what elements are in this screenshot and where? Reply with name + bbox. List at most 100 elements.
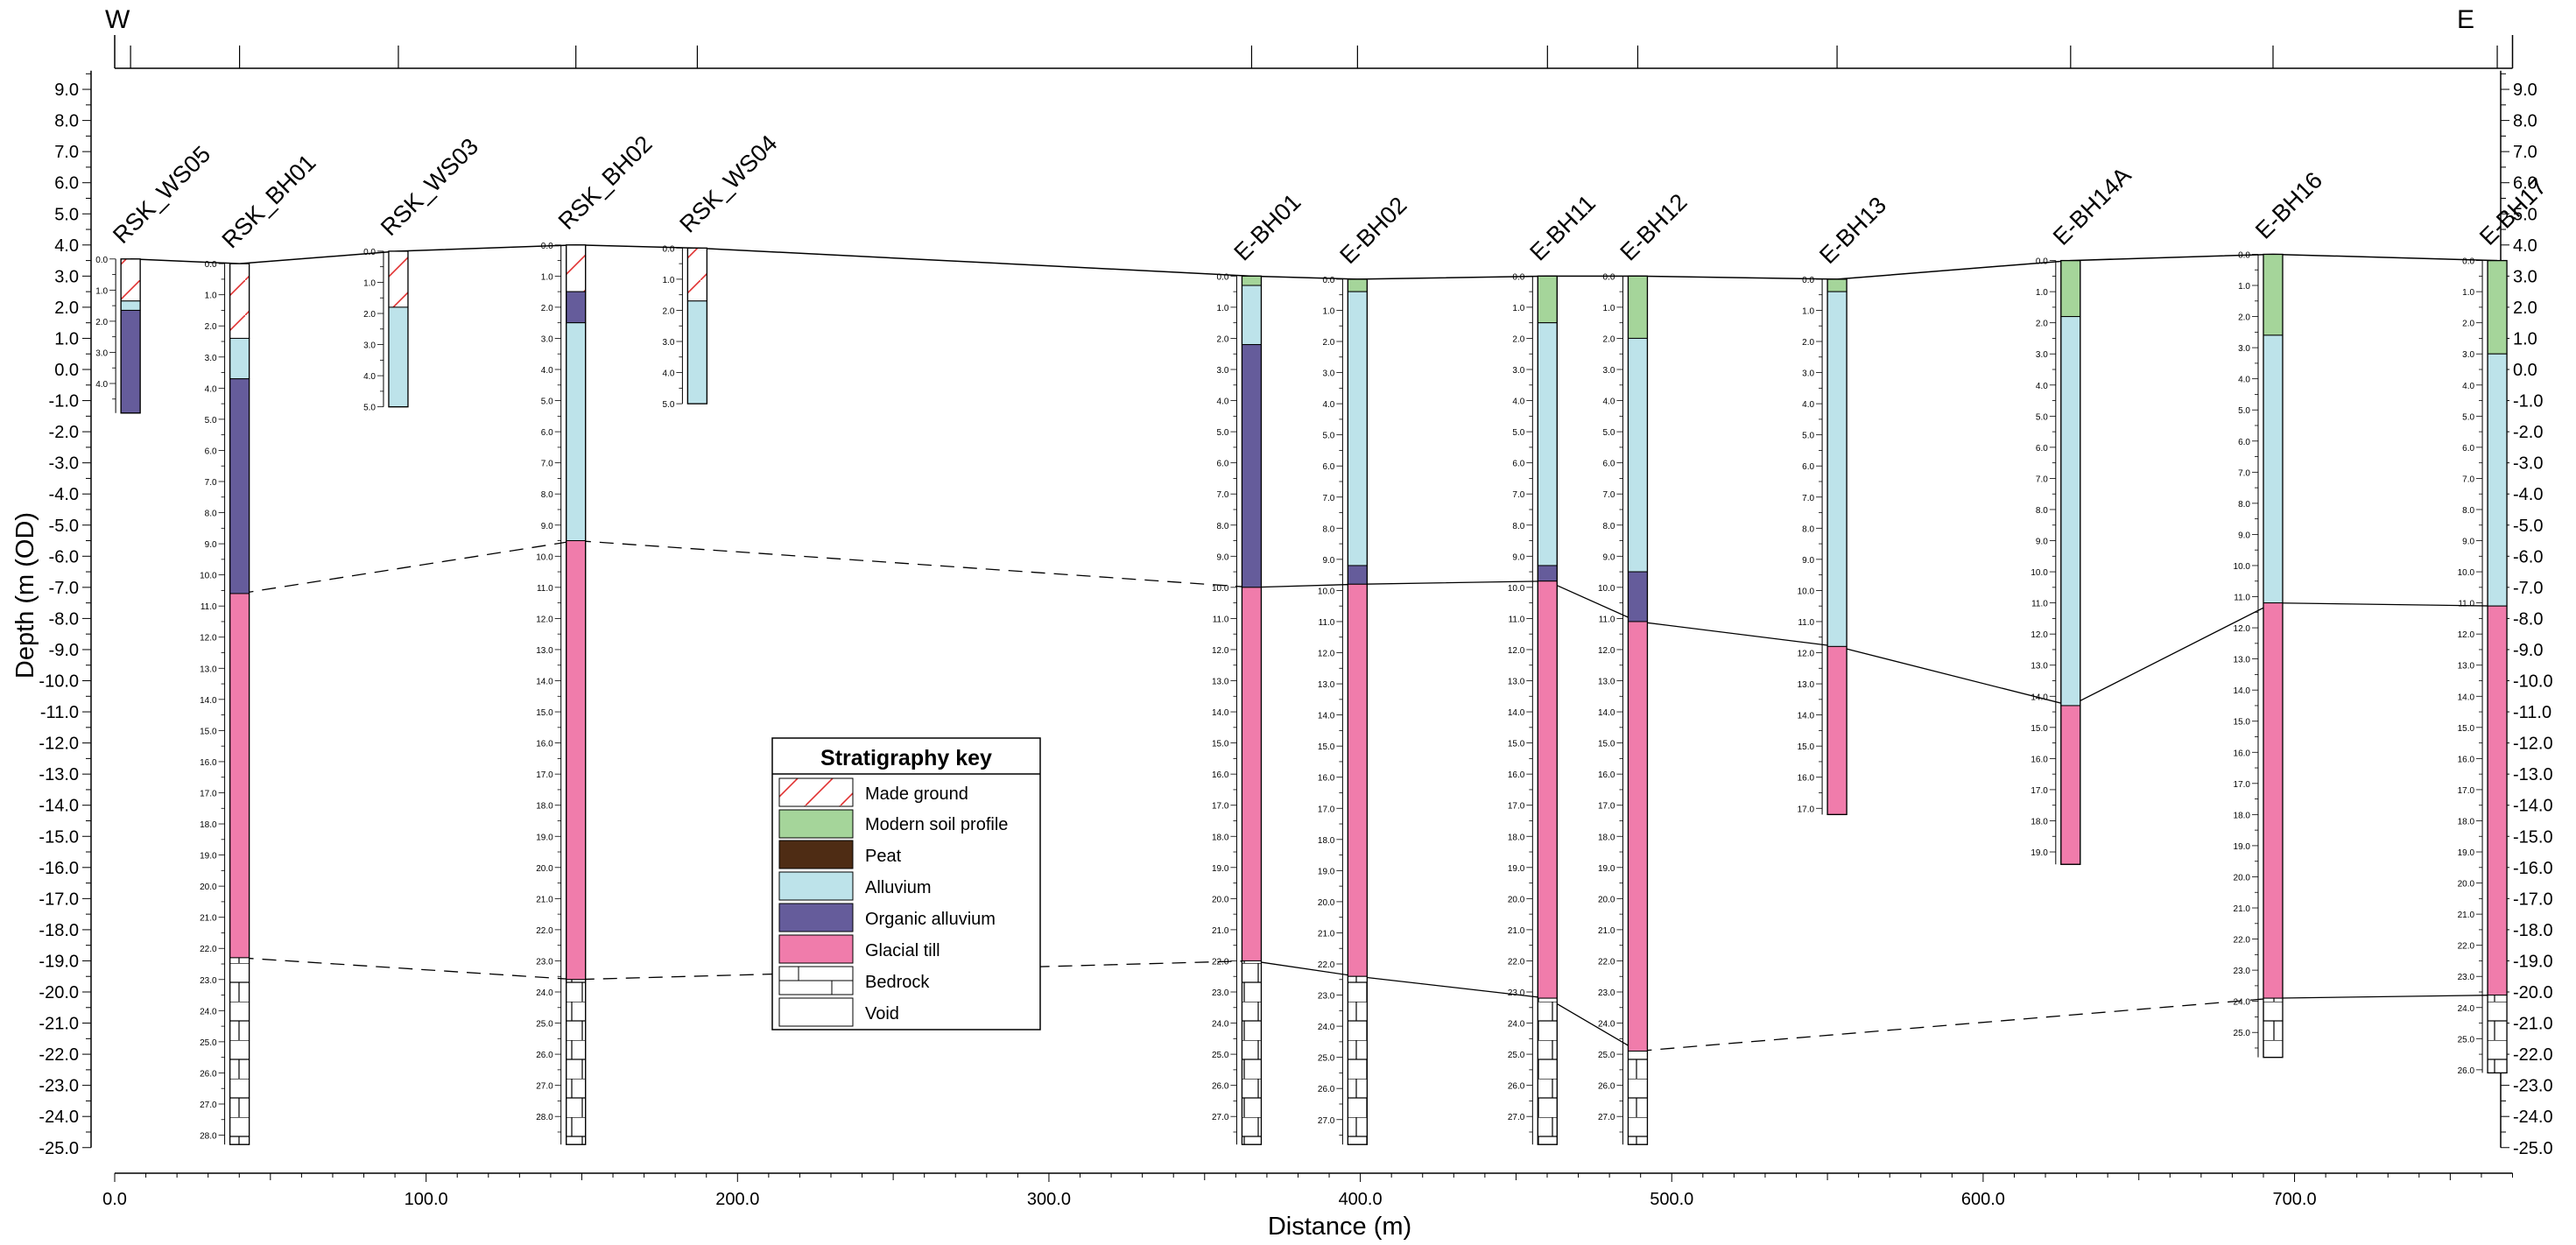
depth-scale-label: 18.0: [536, 802, 553, 812]
layer-glacial-till: [2263, 602, 2284, 999]
legend-label-peat: Peat: [865, 847, 902, 866]
borehole-e-bh01: 0.0 1.0 2.0 3.0 4.0 5.0 6.0 7.0 8.0 9.0 10.0 11.0 12…: [1212, 189, 1306, 1145]
depth-scale-label: 13.0: [1598, 678, 1615, 687]
depth-scale-label: 0.0: [2238, 250, 2250, 260]
depth-scale-label: 15.0: [1508, 740, 1525, 749]
depth-scale-label: 22.0: [1508, 957, 1525, 967]
left-axis-tick-label: 2.0: [54, 299, 79, 318]
depth-scale-label: 16.0: [1598, 770, 1615, 780]
layer-bedrock: [566, 979, 587, 1145]
depth-scale-label: 13.0: [200, 665, 217, 674]
depth-scale-label: 1.0: [541, 272, 553, 282]
legend-swatch-peat: [778, 840, 854, 869]
depth-scale-label: 4.0: [2238, 376, 2250, 385]
west-label: W: [105, 5, 130, 34]
depth-scale-label: 22.0: [1598, 957, 1615, 967]
left-axis-tick-label: -17.0: [39, 890, 79, 909]
depth-scale-label: 12.0: [2031, 630, 2048, 640]
depth-scale-label: 9.0: [1217, 552, 1229, 562]
layer-glacial-till: [1241, 587, 1262, 961]
depth-scale-label: 21.0: [1598, 926, 1615, 936]
depth-scale-label: 3.0: [95, 348, 108, 358]
depth-scale-label: 18.0: [1508, 833, 1525, 842]
depth-scale-label: 11.0: [1319, 618, 1335, 628]
depth-scale-label: 24.0: [1318, 1023, 1335, 1032]
depth-scale-label: 8.0: [541, 490, 553, 500]
depth-scale-label: 10.0: [2458, 568, 2475, 578]
depth-scale-label: 22.0: [2458, 942, 2475, 952]
right-axis-tick-label: -24.0: [2513, 1108, 2553, 1127]
depth-scale-label: 0.0: [1802, 276, 1814, 285]
depth-scale-label: 15.0: [2234, 718, 2251, 728]
depth-scale-label: 20.0: [1318, 898, 1335, 908]
layer-modern-soil: [1537, 275, 1558, 324]
layer-alluvium: [388, 306, 409, 408]
depth-scale-label: 5.0: [1802, 432, 1814, 441]
depth-scale-label: 5.0: [205, 416, 217, 426]
layer-bedrock: [229, 957, 250, 1145]
depth-scale-label: 17.0: [1508, 802, 1525, 812]
layer-alluvium: [2263, 334, 2284, 604]
layer-organic-alluvium: [1627, 571, 1648, 622]
right-axis-tick-label: 0.0: [2513, 361, 2537, 380]
depth-scale-label: 19.0: [536, 833, 553, 842]
key-title: Stratigraphy key: [820, 746, 992, 770]
borehole-label: E-BH16: [2250, 167, 2327, 244]
depth-scale-label: 18.0: [200, 820, 217, 830]
borehole-outline: [2263, 253, 2284, 1059]
depth-scale-label: 14.0: [1598, 708, 1615, 718]
legend-swatch-organic-alluvium: [778, 903, 854, 932]
depth-scale-label: 13.0: [2458, 662, 2475, 672]
depth-scale-label: 9.0: [1322, 556, 1334, 566]
right-axis-tick-label: -3.0: [2513, 454, 2543, 474]
right-axis-tick-label: 5.0: [2513, 205, 2537, 224]
depth-scale-label: 10.0: [1508, 584, 1525, 594]
depth-scale-label: 25.0: [1508, 1051, 1525, 1060]
depth-scale-label: 19.0: [1508, 864, 1525, 874]
depth-scale-label: 4.0: [1802, 400, 1814, 410]
depth-scale-label: 7.0: [1802, 494, 1814, 503]
depth-scale-label: 26.0: [1212, 1082, 1229, 1092]
depth-scale-label: 2.0: [2036, 320, 2048, 329]
layer-alluvium: [1347, 291, 1368, 566]
right-axis-tick-label: 2.0: [2513, 299, 2537, 318]
depth-scale-label: 10.0: [200, 572, 217, 581]
left-axis-tick-label: 0.0: [54, 361, 79, 380]
depth-scale-label: 8.0: [1217, 522, 1229, 531]
depth-scale-label: 16.0: [1212, 770, 1229, 780]
depth-scale-label: 1.0: [1512, 304, 1524, 313]
distance-axis-tick-label: 0.0: [102, 1190, 127, 1209]
depth-scale-label: 1.0: [1217, 304, 1229, 313]
depth-scale-label: 14.0: [2234, 686, 2251, 696]
depth-scale-label: 25.0: [200, 1038, 217, 1048]
depth-scale-label: 8.0: [1512, 522, 1524, 531]
layer-alluvium: [1537, 322, 1558, 566]
depth-scale-label: 3.0: [1217, 366, 1229, 376]
borehole-outline: [2060, 259, 2081, 865]
depth-scale-label: 11.0: [1213, 615, 1229, 624]
depth-scale-label: 1.0: [95, 286, 108, 296]
depth-scale-label: 14.0: [2458, 693, 2475, 702]
depth-scale-label: 26.0: [536, 1051, 553, 1060]
distance-axis-tick-label: 600.0: [1961, 1190, 2005, 1209]
left-axis-tick-label: -25.0: [39, 1139, 79, 1158]
depth-scale-label: 11.0: [1798, 618, 1814, 628]
layer-modern-soil: [2263, 253, 2284, 336]
right-axis-tick-label: 7.0: [2513, 143, 2537, 162]
depth-scale-label: 3.0: [363, 341, 376, 351]
layer-made-ground: [388, 250, 409, 308]
right-axis-tick-label: -18.0: [2513, 921, 2553, 940]
depth-scale-label: 4.0: [662, 369, 674, 379]
depth-scale-label: 12.0: [1508, 646, 1525, 656]
depth-scale-label: 24.0: [1212, 1020, 1229, 1030]
borehole-label: E-BH12: [1615, 189, 1692, 266]
depth-scale-label: 16.0: [2031, 755, 2048, 764]
depth-scale-label: 14.0: [1798, 712, 1815, 721]
borehole-e-bh14a: 0.0 1.0 2.0 3.0 4.0 5.0 6.0 7.0 8.0 9.0 10.0 11.0 12…: [2031, 162, 2136, 865]
depth-scale-label: 12.0: [2234, 624, 2251, 634]
left-axis-tick-label: -15.0: [39, 827, 79, 847]
borehole-outline: [1627, 275, 1649, 1145]
depth-scale-label: 11.0: [2458, 600, 2474, 609]
depth-scale-label: 5.0: [2238, 406, 2250, 416]
depth-scale-label: 22.0: [536, 926, 553, 936]
